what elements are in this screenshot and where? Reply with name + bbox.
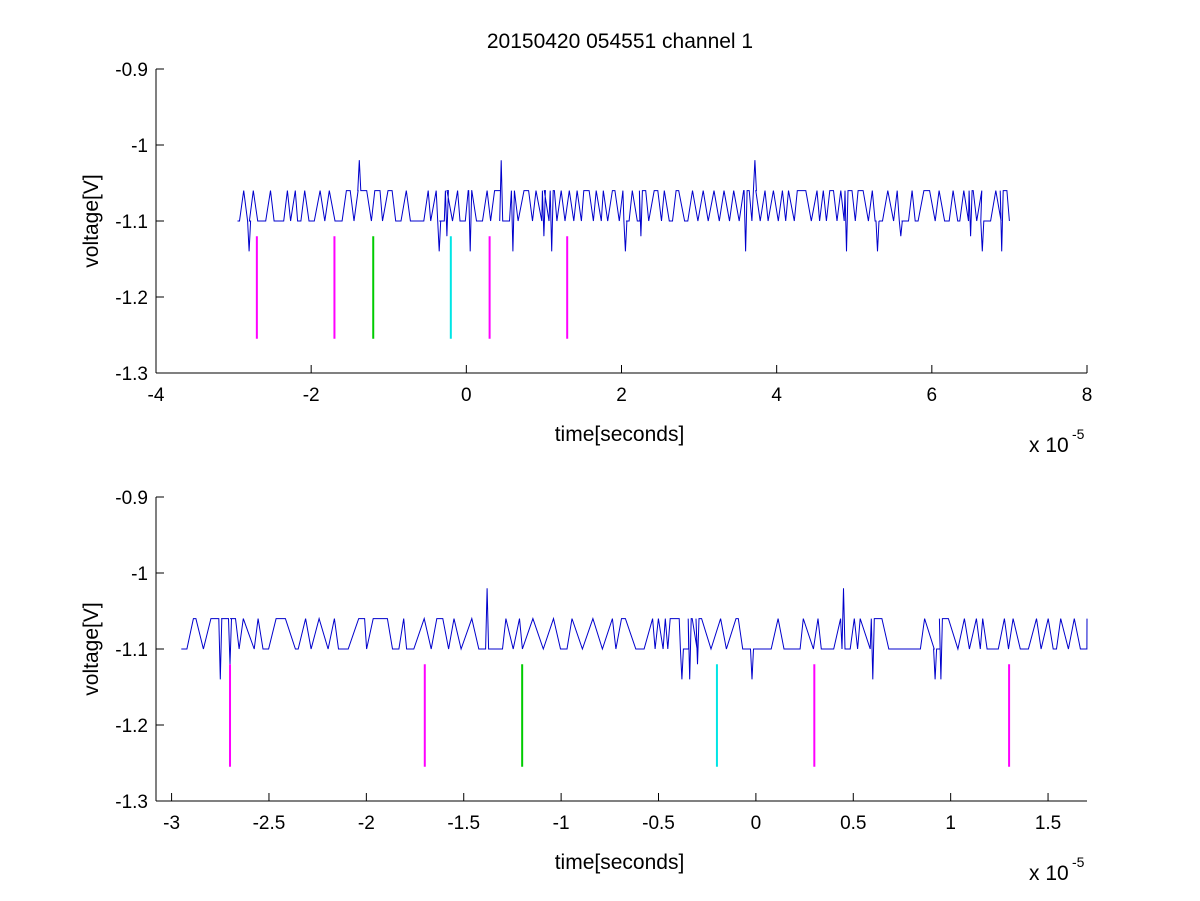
x-tick-label: -1 bbox=[553, 813, 570, 834]
x-exponent-label: x 10 bbox=[1029, 434, 1069, 457]
y-tick-label: -1.3 bbox=[115, 364, 148, 385]
x-tick-label: -2 bbox=[303, 385, 320, 406]
x-tick-label: -2.5 bbox=[253, 813, 286, 834]
top-subplot: -0.9 -1 -1.1 -1.2 -1.3-4 -2 0 2 4 6 8 time[seconds]… bbox=[80, 60, 1092, 457]
y-tick-label: -1.3 bbox=[115, 792, 148, 813]
bottom-subplot: -0.9 -1 -1.1 -1.2 -1.3 -3 -2.5 -2 -1.5 -1 -0.5 0 0.5… bbox=[80, 488, 1088, 885]
y-tick-label: -1.1 bbox=[115, 212, 148, 233]
x-axis-label: time[seconds] bbox=[555, 423, 685, 446]
y-tick-label: -1.1 bbox=[115, 640, 148, 661]
x-tick-label: 1.5 bbox=[1035, 813, 1061, 834]
x-tick-label: 0 bbox=[461, 385, 472, 406]
y-tick-label: -1.2 bbox=[115, 288, 148, 309]
x-tick-label: 1 bbox=[945, 813, 956, 834]
x-tick-label: -0.5 bbox=[642, 813, 675, 834]
y-axis-label: voltage[V] bbox=[80, 174, 103, 267]
voltage-trace bbox=[237, 160, 1010, 252]
x-tick-label: -4 bbox=[148, 385, 165, 406]
voltage-trace bbox=[181, 588, 1088, 680]
x-tick-label: -1.5 bbox=[447, 813, 480, 834]
x-exponent-power: -5 bbox=[1072, 426, 1085, 442]
y-tick-label: -1 bbox=[131, 136, 148, 157]
x-tick-label: 6 bbox=[927, 385, 938, 406]
y-tick-label: -1 bbox=[131, 564, 148, 585]
x-tick-label: 0.5 bbox=[840, 813, 866, 834]
x-tick-label: 8 bbox=[1082, 385, 1093, 406]
x-exponent-label: x 10 bbox=[1029, 862, 1069, 885]
x-tick-label: 2 bbox=[616, 385, 627, 406]
x-tick-label: 4 bbox=[771, 385, 782, 406]
x-axis-label: time[seconds] bbox=[555, 851, 685, 874]
x-tick-label: -3 bbox=[163, 813, 180, 834]
y-tick-label: -1.2 bbox=[115, 716, 148, 737]
x-tick-label: -2 bbox=[358, 813, 375, 834]
y-tick-label: -0.9 bbox=[115, 488, 148, 509]
y-axis-label: voltage[V] bbox=[80, 602, 103, 695]
y-tick-label: -0.9 bbox=[115, 60, 148, 81]
x-exponent-power: -5 bbox=[1072, 854, 1085, 870]
figure-title: 20150420 054551 channel 1 bbox=[487, 30, 753, 53]
x-tick-label: 0 bbox=[751, 813, 762, 834]
